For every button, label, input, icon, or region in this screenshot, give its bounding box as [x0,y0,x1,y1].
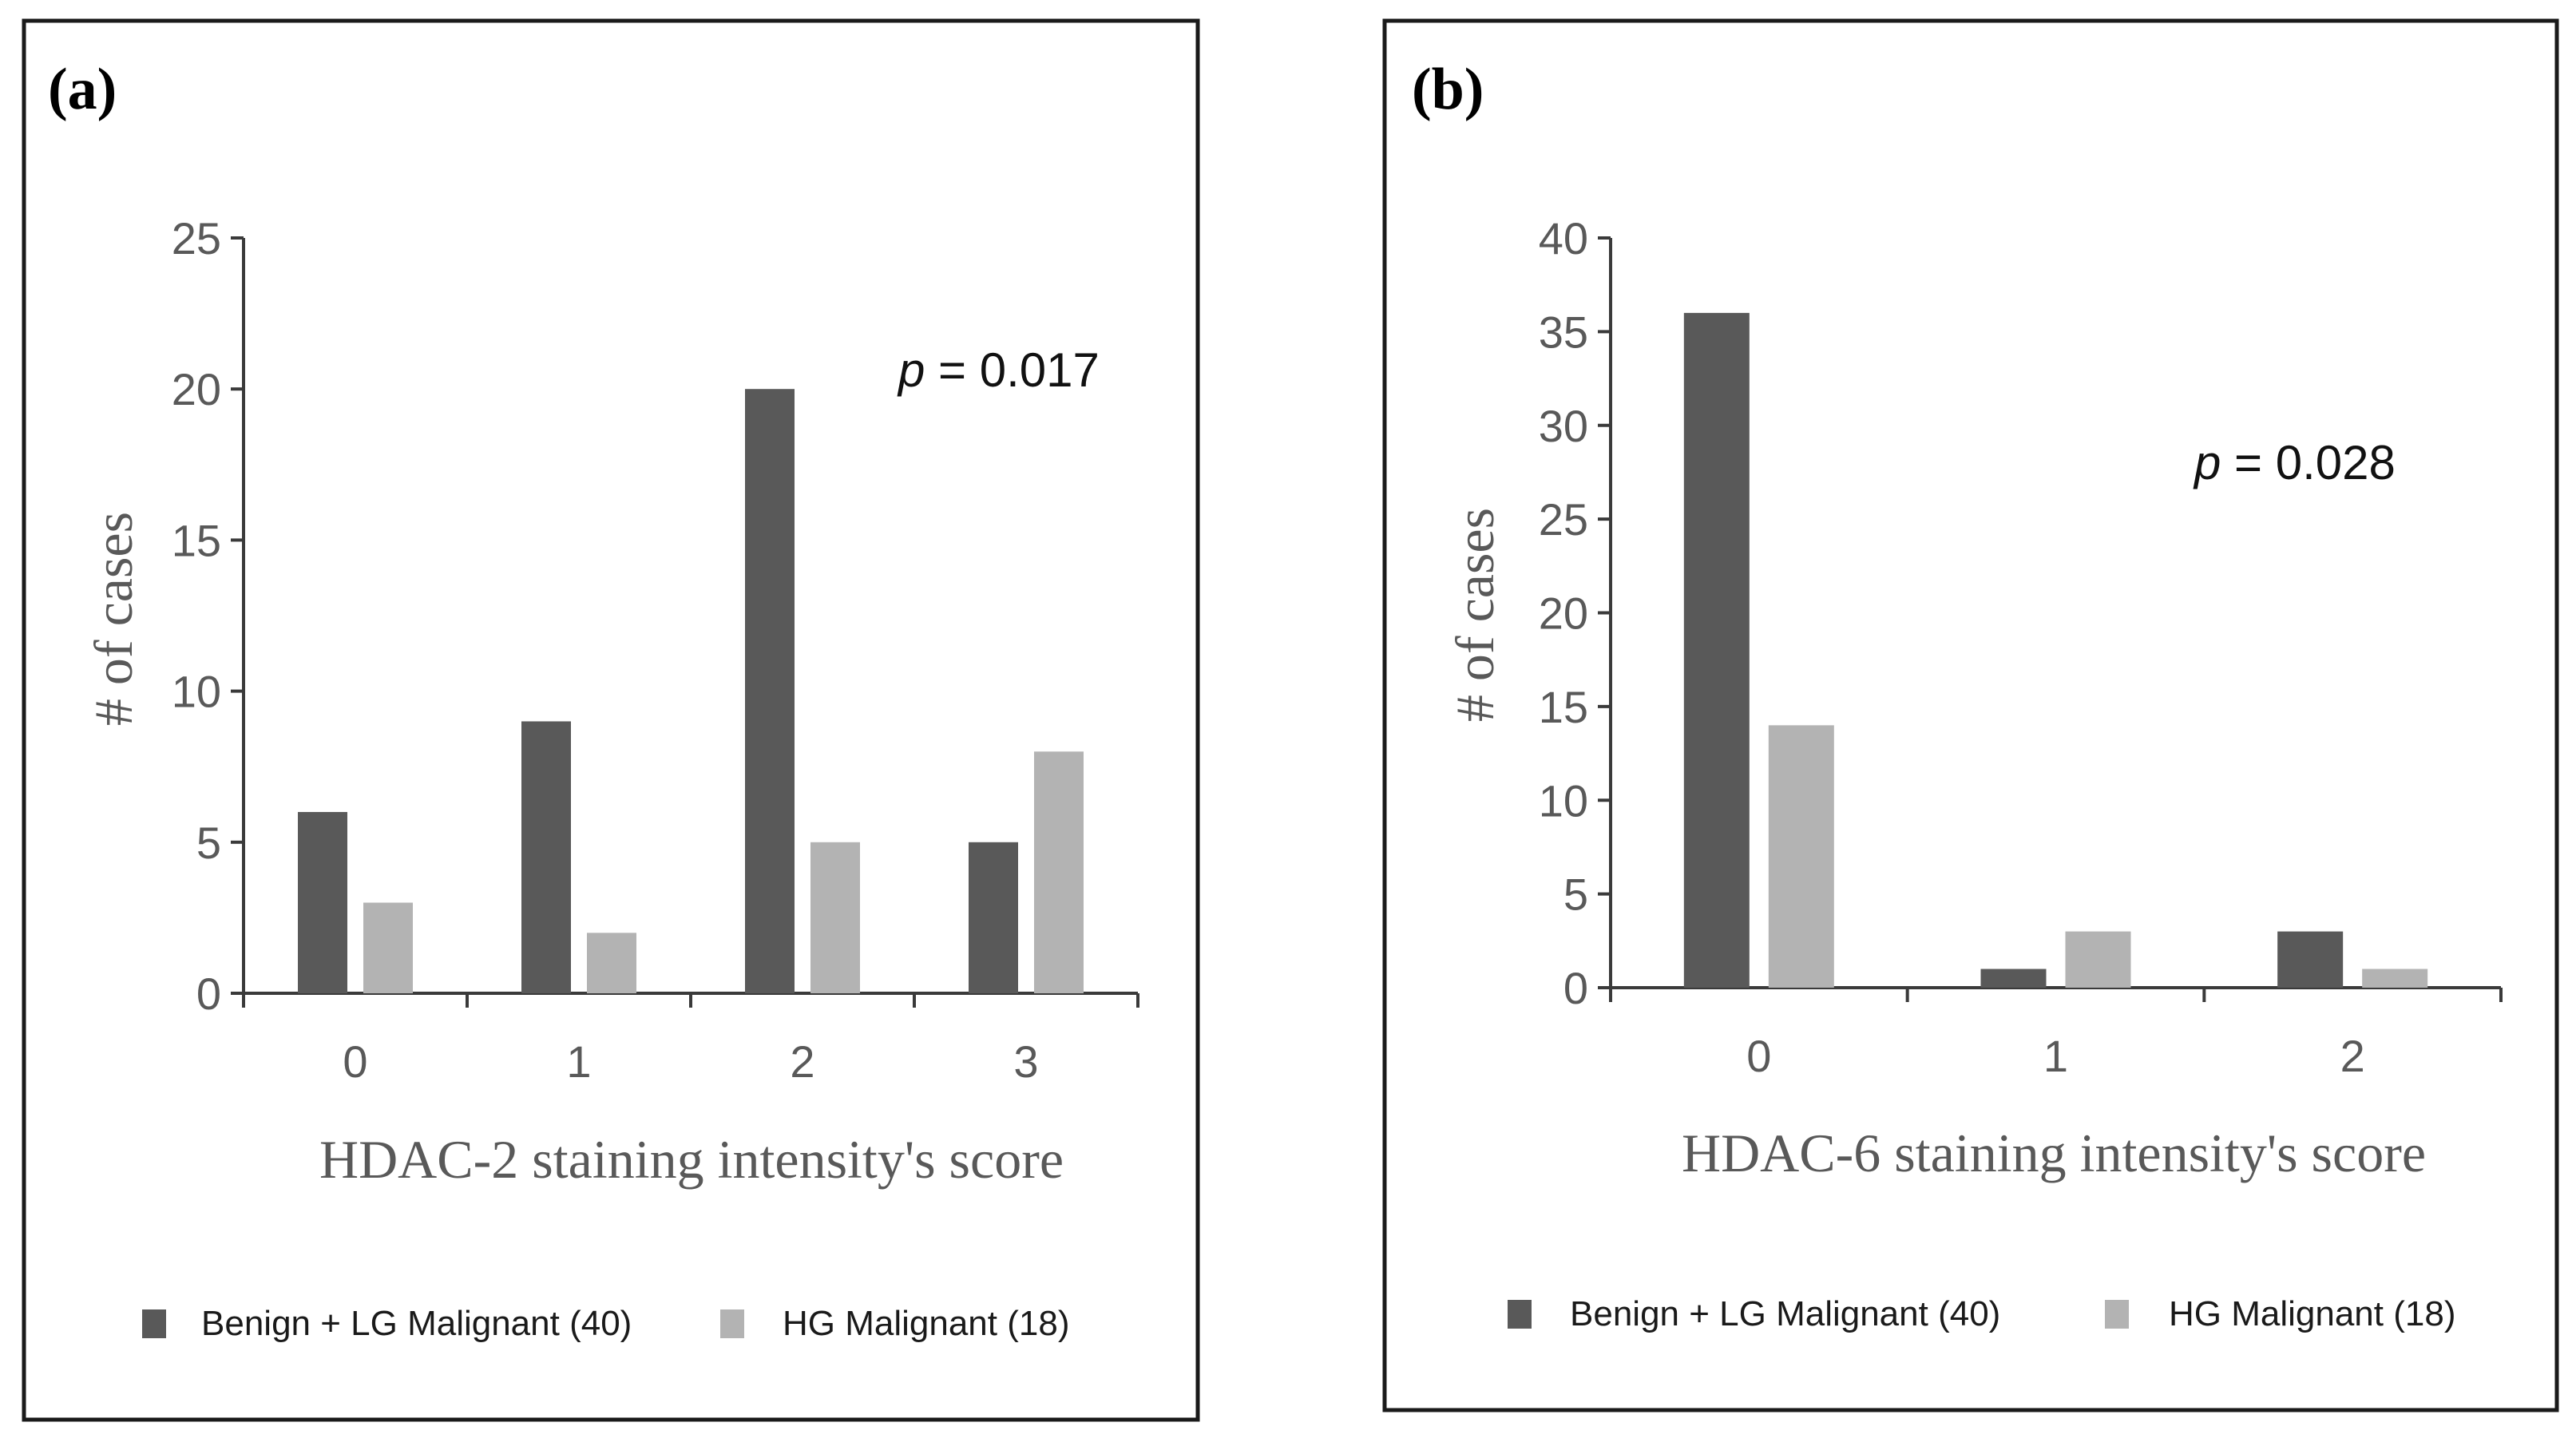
y-tick-label: 30 [1539,401,1588,451]
y-tick-label: 10 [1539,775,1588,826]
panel-b-plot: 0 5 10 15 20 25 30 35 40 0 1 2 [1539,213,2503,1081]
panel-b-label: (b) [1412,57,1484,122]
panel-a-plot: 0 5 10 15 20 25 0 1 2 3 [172,213,1139,1087]
y-tick-label: 15 [1539,682,1588,732]
bar-benign-cat-0 [1683,312,1750,988]
y-tick-label: 35 [1539,307,1588,357]
x-tick-label: 2 [2340,1031,2365,1081]
panel-b-legend: Benign + LG Malignant (40) HG Malignant … [1508,1294,2455,1333]
bar-hg-cat-0 [363,902,413,993]
y-tick-label: 40 [1539,213,1588,263]
panel-b-p-value: p = 0.028 [2193,436,2396,489]
panel-a-legend: Benign + LG Malignant (40) HG Malignant … [142,1304,1069,1343]
legend-swatch-hg [720,1309,744,1338]
y-tick-label: 10 [172,667,221,717]
y-tick-label: 20 [172,364,221,414]
panel-b-xlabel: HDAC-6 staining intensity's score [1682,1123,2426,1183]
y-tick-label: 20 [1539,588,1588,639]
bar-benign-cat-0 [298,811,347,993]
legend-label-benign: Benign + LG Malignant (40) [201,1304,632,1343]
y-tick-label: 0 [196,969,221,1019]
bar-benign-cat-2 [2277,931,2344,988]
bar-hg-cat-3 [1034,751,1084,993]
panel-a-ylabel: # of cases [83,512,144,726]
x-tick-label: 3 [1013,1036,1038,1087]
x-tick-label: 0 [343,1036,367,1087]
y-tick-label: 5 [1563,870,1588,920]
panel-a-frame [22,18,1200,1422]
panel-a-label: (a) [48,57,117,122]
panel-a-xlabel: HDAC-2 staining intensity's score [319,1129,1064,1190]
legend-label-hg: HG Malignant (18) [2169,1294,2455,1333]
legend-swatch-hg [2105,1300,2129,1329]
y-tick-label: 25 [172,213,221,263]
panel-b-ylabel: # of cases [1445,508,1505,722]
bar-hg-cat-2 [2362,969,2428,988]
x-tick-label: 1 [2043,1031,2068,1081]
panel-b: (b) 0 5 10 15 20 25 30 35 40 0 1 2 # of cases HDAC-… [1382,18,2559,1412]
legend-label-hg: HG Malignant (18) [783,1304,1069,1343]
panel-a: (a) 0 5 10 15 20 25 0 1 2 3 # of cases HDAC-2 sta… [22,18,1200,1422]
bar-hg-cat-2 [810,842,860,993]
bar-hg-cat-1 [2065,931,2131,988]
y-tick-label: 0 [1563,963,1588,1013]
bar-benign-cat-2 [745,389,795,993]
y-tick-label: 15 [172,515,221,565]
legend-swatch-benign [1508,1300,1532,1329]
bar-benign-cat-1 [521,721,571,993]
bar-hg-cat-1 [587,933,636,993]
x-tick-label: 0 [1746,1031,1771,1081]
panel-b-frame [1382,18,2559,1412]
x-tick-label: 1 [566,1036,591,1087]
bar-hg-cat-0 [1768,725,1834,988]
y-tick-label: 5 [196,818,221,868]
bar-benign-cat-1 [1980,969,2047,988]
bar-benign-cat-3 [969,842,1018,993]
legend-label-benign: Benign + LG Malignant (40) [1570,1294,2000,1333]
x-tick-label: 2 [790,1036,814,1087]
panel-a-p-value: p = 0.017 [897,343,1100,397]
legend-swatch-benign [142,1309,166,1338]
y-tick-label: 25 [1539,494,1588,545]
